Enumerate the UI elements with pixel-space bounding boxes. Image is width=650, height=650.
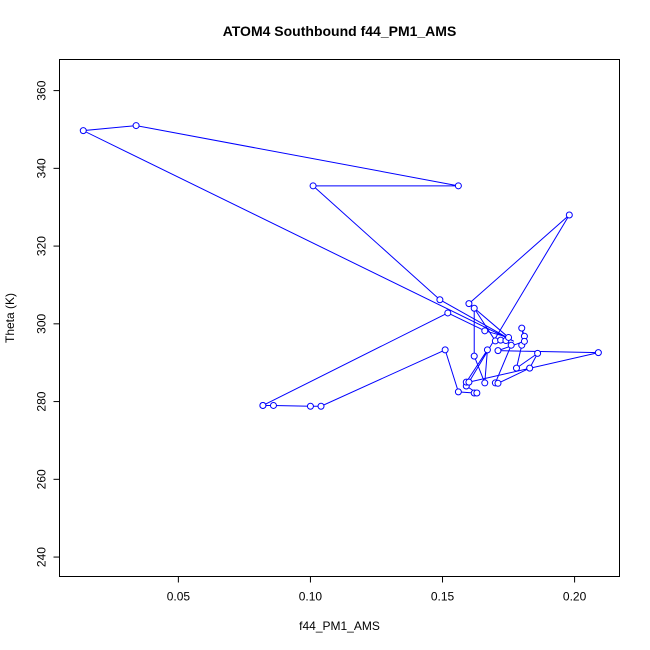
data-point [259, 401, 267, 409]
data-point [132, 122, 140, 130]
data-point [465, 300, 473, 308]
x-tick-label: 0.20 [563, 590, 587, 604]
data-point [473, 389, 481, 397]
y-tick-label: 360 [35, 80, 49, 100]
x-axis: 0.05 0.10 0.15 0.20 [167, 576, 587, 604]
y-tick-label: 340 [35, 158, 49, 178]
y-axis: 240 260 280 300 320 340 360 [35, 80, 60, 567]
x-tick-label: 0.05 [167, 590, 191, 604]
data-point [494, 379, 502, 387]
y-axis-label: Theta (K) [3, 293, 17, 343]
data-point [534, 349, 542, 357]
y-tick-label: 240 [35, 547, 49, 567]
x-tick-label: 0.15 [431, 590, 455, 604]
plot-frame [59, 59, 620, 577]
data-point [269, 401, 277, 409]
data-point [441, 346, 449, 354]
y-tick-label: 320 [35, 236, 49, 256]
series-line-upper [81, 125, 515, 342]
data-point [79, 127, 87, 135]
data-point [481, 379, 489, 387]
x-tick-label: 0.10 [299, 590, 323, 604]
data-point [526, 364, 534, 372]
data-point [520, 337, 528, 345]
x-axis-label: f44_PM1_AMS [299, 619, 380, 633]
data-point [594, 349, 602, 357]
data-series [79, 122, 602, 410]
y-tick-label: 280 [35, 391, 49, 411]
data-point [512, 364, 520, 372]
data-point [465, 378, 473, 386]
data-point [444, 309, 452, 317]
data-point [306, 402, 314, 410]
data-point [507, 341, 515, 349]
data-point [470, 352, 478, 360]
y-tick-label: 260 [35, 469, 49, 489]
data-point [309, 182, 317, 190]
data-point [470, 304, 478, 312]
data-point [518, 324, 526, 332]
data-point [505, 333, 513, 341]
chart-title: ATOM4 Southbound f44_PM1_AMS [223, 23, 457, 39]
data-point [565, 211, 573, 219]
data-point [454, 182, 462, 190]
data-point [454, 388, 462, 396]
y-tick-label: 300 [35, 313, 49, 333]
data-point [481, 327, 489, 335]
data-point [483, 346, 491, 354]
data-point [317, 402, 325, 410]
data-point [494, 347, 502, 355]
data-point [436, 296, 444, 304]
